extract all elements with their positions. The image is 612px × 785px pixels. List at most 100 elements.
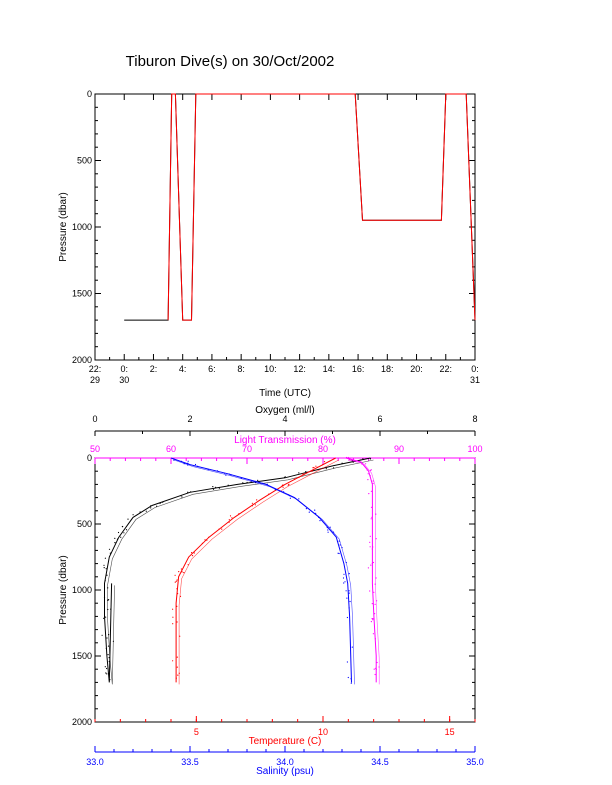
oxygen-data-point xyxy=(341,462,343,464)
oxygen-data-point xyxy=(104,557,106,559)
oxygen-data-point xyxy=(106,673,108,675)
temperature-data-point xyxy=(176,621,178,623)
oxygen-tick-label-0: 0 xyxy=(92,414,97,424)
oxygen-data-point xyxy=(123,532,125,534)
oxygen-axis-label: Oxygen (ml/l) xyxy=(255,405,314,416)
salinity-data-point xyxy=(342,577,345,579)
bottom-y-tick-label-500: 500 xyxy=(77,519,92,529)
temperature-data-point xyxy=(268,493,270,495)
oxygen-data-point xyxy=(132,514,134,516)
salinity-data-point xyxy=(348,607,350,609)
temperature-data-point xyxy=(228,519,230,521)
x-tick-label-8: 6: xyxy=(208,364,216,374)
oxygen-tick-label-3: 6 xyxy=(377,414,382,424)
oxygen-tick-label-4: 8 xyxy=(472,414,477,424)
oxygen-data-point xyxy=(110,608,112,610)
oxygen-data-point xyxy=(227,484,229,486)
light-data-point xyxy=(370,469,372,471)
light-data-point xyxy=(374,583,376,585)
oxygen-data-point xyxy=(159,502,161,504)
light-data-point xyxy=(370,564,372,566)
light-data-point xyxy=(375,538,377,540)
temperature-data-point xyxy=(174,581,176,583)
oxygen-data-point xyxy=(117,531,120,534)
salinity-data-point xyxy=(349,600,351,603)
salinity-data-point xyxy=(298,498,300,500)
temperature-tick-label-1: 10 xyxy=(318,727,328,737)
salinity-data-point xyxy=(274,489,276,491)
salinity-tick-label-3: 34.5 xyxy=(371,757,389,767)
temperature-data-point xyxy=(282,486,284,488)
x-tick-label-20: 18: xyxy=(381,364,394,374)
temperature-data-point xyxy=(315,465,317,467)
salinity-data-point xyxy=(288,494,290,496)
salinity-data-point xyxy=(173,459,175,461)
oxygen-data-point xyxy=(127,518,129,520)
oxygen-data-point xyxy=(112,640,114,642)
top-x-axis-ticks: 22:290:302: 4: 6: 8: 10: 12: 14: 16: 18: 20: 22: 0:… xyxy=(89,94,480,385)
oxygen-data-point xyxy=(108,548,111,550)
temperature-data-point xyxy=(231,517,233,519)
temperature-data-point xyxy=(312,467,314,469)
oxygen-data-point xyxy=(162,501,164,503)
oxygen-data-point xyxy=(257,479,259,481)
salinity-data-point xyxy=(266,483,268,485)
oxygen-data-point xyxy=(105,647,107,650)
salinity-data-point xyxy=(344,581,346,583)
oxygen-tick-label-1: 2 xyxy=(187,414,192,424)
bottom-y-tick-label-0: 0 xyxy=(87,453,92,463)
y-tick-label-0: 0 xyxy=(87,89,92,99)
light-data-point xyxy=(370,621,372,623)
temperature-profile-line xyxy=(175,457,336,683)
oxygen-profile-line xyxy=(104,457,371,683)
light-data-point xyxy=(345,456,348,459)
light-data-point xyxy=(372,619,374,621)
temperature-data-point xyxy=(238,513,240,515)
salinity-data-point xyxy=(350,678,352,680)
salinity-data-point xyxy=(327,529,329,531)
light-data-point xyxy=(370,490,372,492)
salinity-profile-line-2 xyxy=(173,459,355,685)
temperature-data-point xyxy=(176,588,178,590)
salinity-data-point xyxy=(346,616,348,619)
temperature-data-point xyxy=(172,660,174,662)
salinity-data-point xyxy=(337,552,339,554)
oxygen-data-point xyxy=(122,526,124,528)
salinity-data-point xyxy=(229,473,231,475)
top-y-axis-ticks: 0 500 1000 1500 2000 xyxy=(72,89,475,365)
oxygen-data-point xyxy=(109,679,111,681)
oxygen-data-point xyxy=(145,510,147,512)
oxygen-data-point xyxy=(298,472,300,474)
temperature-data-point xyxy=(218,528,220,530)
x-tick-label-24: 22: xyxy=(440,364,453,374)
x-tick-label-18: 16: xyxy=(352,364,365,374)
temperature-data-point xyxy=(298,476,300,479)
light-data-point xyxy=(372,480,374,482)
light-data-point xyxy=(355,460,357,462)
oxygen-tick-label-2: 4 xyxy=(282,414,287,424)
top-series-group xyxy=(124,93,476,321)
salinity-data-point xyxy=(187,462,189,464)
light-data-point xyxy=(358,461,360,463)
light-data-point xyxy=(371,516,373,519)
x-tick-label-6: 4: xyxy=(179,364,187,374)
oxygen-data-point xyxy=(107,645,110,647)
temperature-data-point xyxy=(254,504,256,506)
salinity-data-point xyxy=(338,552,340,555)
top-x-axis-label: Time (UTC) xyxy=(259,388,311,399)
y-tick-label-2000: 2000 xyxy=(72,355,92,365)
salinity-data-point xyxy=(348,590,350,592)
light-tick-label-3: 80 xyxy=(318,444,328,454)
temperature-data-point xyxy=(183,572,185,574)
oxygen-data-point xyxy=(125,529,128,531)
light-data-point xyxy=(378,666,380,668)
oxygen-data-point xyxy=(103,617,105,619)
oxygen-data-point xyxy=(284,476,286,479)
temperature-data-point xyxy=(313,466,315,469)
light-data-point xyxy=(375,668,377,670)
light-data-point xyxy=(372,633,374,635)
temperature-data-point xyxy=(294,478,296,480)
oxygen-data-point xyxy=(103,564,105,566)
oxygen-data-point xyxy=(218,487,220,489)
